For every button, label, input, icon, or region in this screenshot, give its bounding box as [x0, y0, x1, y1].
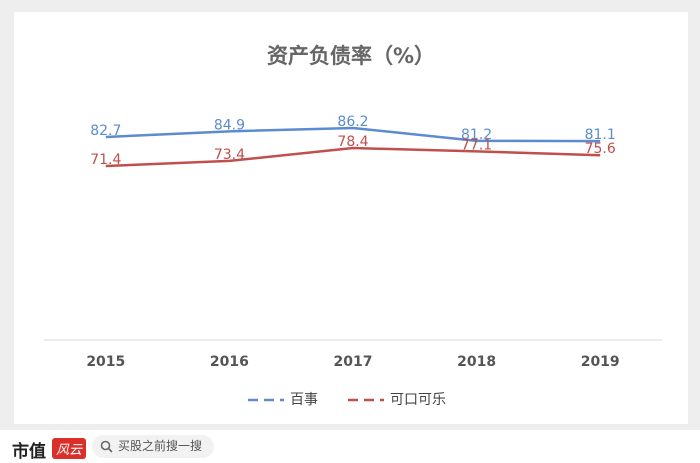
data-label: 73.4: [214, 147, 245, 163]
x-tick-label: 2016: [210, 354, 249, 370]
x-tick-label: 2019: [581, 354, 620, 370]
legend-label: 可口可乐: [390, 392, 446, 408]
chart-panel: 资产负债率（%） 2015 2016 2017 2018 2019 82.7 84.9 86.…: [14, 12, 688, 424]
data-label: 75.6: [585, 141, 616, 157]
search-box[interactable]: 买股之前搜一搜: [92, 435, 214, 458]
data-label: 82.7: [90, 123, 121, 139]
data-label: 78.4: [337, 134, 368, 150]
brand: 市值: [12, 442, 46, 462]
x-tick-label: 2017: [334, 354, 373, 370]
x-tick-label: 2015: [86, 354, 125, 370]
data-label: 81.2: [461, 127, 492, 143]
chart-title: 资产负债率（%）: [267, 44, 435, 68]
data-label: 86.2: [337, 114, 368, 130]
series-line: [105, 126, 601, 143]
data-label: 81.1: [585, 127, 616, 143]
data-label: 71.4: [90, 152, 121, 168]
x-tick-label: 2018: [457, 354, 496, 370]
legend-label: 百事: [290, 392, 318, 408]
search-placeholder: 买股之前搜一搜: [118, 439, 203, 453]
footer: 市值 风云 买股之前搜一搜: [0, 430, 700, 463]
search-icon: [100, 440, 113, 453]
chart: 资产负债率（%） 2015 2016 2017 2018 2019 82.7 84.9 86.…: [44, 44, 662, 408]
data-label: 84.9: [214, 117, 245, 133]
data-label: 77.1: [461, 137, 492, 153]
series-line: [105, 146, 601, 168]
brand-badge: 风云: [52, 438, 87, 459]
